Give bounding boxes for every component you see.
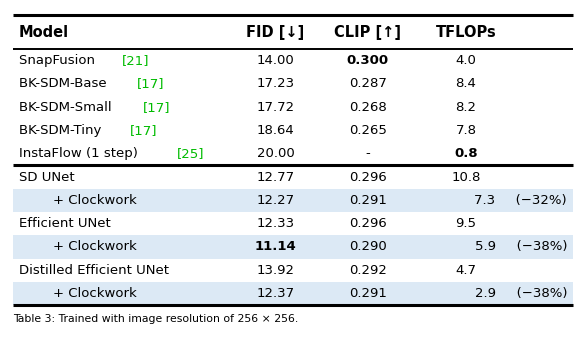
- Text: 5.9: 5.9: [475, 240, 498, 253]
- Text: [17]: [17]: [137, 78, 164, 90]
- Text: 0.8: 0.8: [454, 147, 478, 160]
- Text: 0.265: 0.265: [349, 124, 387, 137]
- Text: + Clockwork: + Clockwork: [36, 287, 137, 300]
- Text: SD UNet: SD UNet: [19, 171, 74, 184]
- Text: 0.300: 0.300: [347, 54, 389, 67]
- Text: 11.14: 11.14: [255, 240, 296, 253]
- Text: (−38%): (−38%): [513, 287, 567, 300]
- Text: 0.296: 0.296: [349, 217, 387, 230]
- Text: Model: Model: [19, 25, 69, 40]
- Text: + Clockwork: + Clockwork: [36, 194, 137, 207]
- Text: [17]: [17]: [130, 124, 157, 137]
- Text: InstaFlow (1 step): InstaFlow (1 step): [19, 147, 142, 160]
- Text: 0.290: 0.290: [349, 240, 387, 253]
- Text: [21]: [21]: [122, 54, 149, 67]
- Text: BK-SDM-Small: BK-SDM-Small: [19, 101, 115, 114]
- Text: FID [↓]: FID [↓]: [246, 25, 304, 40]
- Text: Efficient UNet: Efficient UNet: [19, 217, 110, 230]
- Text: [17]: [17]: [143, 101, 171, 114]
- Text: TFLOPs: TFLOPs: [436, 25, 496, 40]
- Text: Table 3: Trained with image resolution of 256 × 256.: Table 3: Trained with image resolution o…: [13, 314, 298, 324]
- Text: (−32%): (−32%): [513, 194, 567, 207]
- Text: BK-SDM-Tiny: BK-SDM-Tiny: [19, 124, 106, 137]
- Text: 0.291: 0.291: [349, 194, 387, 207]
- Text: 17.72: 17.72: [256, 101, 295, 114]
- Text: 0.291: 0.291: [349, 287, 387, 300]
- Text: [25]: [25]: [177, 147, 204, 160]
- Text: 4.7: 4.7: [455, 264, 477, 277]
- Text: 9.5: 9.5: [455, 217, 477, 230]
- Text: 2.9: 2.9: [475, 287, 498, 300]
- Text: 14.00: 14.00: [257, 54, 295, 67]
- Text: 4.0: 4.0: [456, 54, 477, 67]
- Text: + Clockwork: + Clockwork: [36, 240, 137, 253]
- Text: 17.23: 17.23: [256, 78, 295, 90]
- Text: 0.287: 0.287: [349, 78, 387, 90]
- Text: 20.00: 20.00: [257, 147, 295, 160]
- Text: 0.268: 0.268: [349, 101, 387, 114]
- Text: 12.33: 12.33: [256, 217, 295, 230]
- Text: 18.64: 18.64: [257, 124, 295, 137]
- Text: 12.77: 12.77: [256, 171, 295, 184]
- Text: Distilled Efficient UNet: Distilled Efficient UNet: [19, 264, 169, 277]
- Text: 8.4: 8.4: [456, 78, 477, 90]
- Text: 7.8: 7.8: [455, 124, 477, 137]
- Text: 0.292: 0.292: [349, 264, 387, 277]
- Bar: [13, 189, 573, 212]
- Text: 7.3: 7.3: [474, 194, 498, 207]
- Bar: [13, 235, 573, 259]
- Text: CLIP [↑]: CLIP [↑]: [335, 25, 401, 40]
- Text: BK-SDM-Base: BK-SDM-Base: [19, 78, 111, 90]
- Text: 12.27: 12.27: [256, 194, 295, 207]
- Text: SnapFusion: SnapFusion: [19, 54, 99, 67]
- Text: -: -: [365, 147, 370, 160]
- Text: 13.92: 13.92: [256, 264, 295, 277]
- Text: 10.8: 10.8: [451, 171, 481, 184]
- Bar: [13, 282, 573, 305]
- Text: 12.37: 12.37: [256, 287, 295, 300]
- Text: 0.296: 0.296: [349, 171, 387, 184]
- Text: 8.2: 8.2: [455, 101, 477, 114]
- Text: (−38%): (−38%): [513, 240, 567, 253]
